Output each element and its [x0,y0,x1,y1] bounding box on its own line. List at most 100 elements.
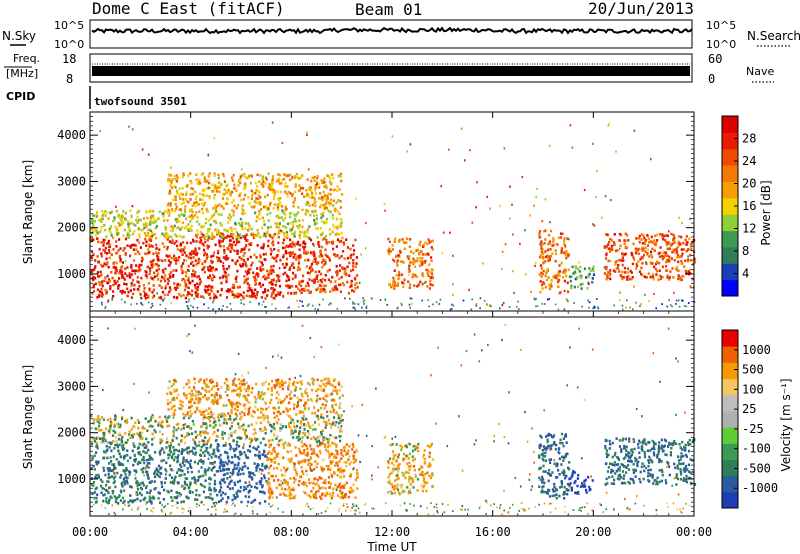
scatter-cell [567,238,570,241]
scatter-cell [189,459,192,463]
scatter-cell [413,457,417,461]
scatter-cell [291,252,294,255]
scatter-cell [392,469,395,473]
scatter-cell [308,478,311,481]
scatter-cell [151,259,154,263]
scatter-cell [559,232,563,235]
scatter-cell [352,302,354,305]
scatter-cell [270,272,273,275]
scatter-cell [211,278,213,281]
scatter-cell [152,252,155,256]
scatter-cell [317,243,320,247]
scatter-cell [133,458,136,462]
scatter-cell [266,269,269,273]
scatter-cell [337,467,341,470]
scatter-cell [423,461,426,464]
scatter-cell [221,308,223,311]
scatter-cell [268,271,271,275]
scatter-cell [346,246,349,249]
scatter-cell [318,450,321,453]
scatter-cell [141,256,144,260]
scatter-cell [648,455,651,459]
scatter-cell [617,467,620,471]
scatter-cell [315,288,319,292]
scatter-cell [187,269,190,272]
scatter-cell [297,287,300,290]
scatter-cell [328,492,331,496]
scatter-cell [420,471,423,475]
scatter-cell [414,473,417,477]
scatter-cell [206,238,209,242]
scatter-cell [218,177,220,180]
scatter-cell [103,456,106,460]
scatter-cell [231,179,234,182]
scatter-cell [561,455,564,459]
scatter-cell [193,252,196,256]
scatter-cell [247,471,251,474]
scatter-cell [240,500,243,504]
scatter-cell [145,501,148,504]
scatter-cell [138,285,141,288]
scatter-cell [125,218,128,222]
scatter-cell [468,288,470,291]
scatter-cell [345,481,348,485]
scatter-cell [648,255,651,258]
scatter-cell [132,248,135,251]
scatter-cell [293,199,296,202]
scatter-cell [668,278,671,281]
scatter-cell [668,443,671,446]
scatter-cell [247,500,250,504]
scatter-cell [203,201,206,205]
scatter-cell [110,270,113,274]
scatter-cell [549,444,552,448]
scatter-cell [276,232,279,235]
scatter-cell [211,233,214,237]
scatter-cell [297,260,301,263]
scatter-cell [245,243,248,247]
scatter-cell [548,283,551,287]
scatter-cell [244,481,247,484]
scatter-cell [552,490,555,493]
scatter-cell [651,262,654,265]
scatter-cell [234,294,238,298]
scatter-cell [167,208,170,212]
scatter-cell [347,449,350,452]
scatter-cell [297,461,301,465]
scatter-cell [106,467,109,470]
scatter-cell [285,262,288,266]
scatter-cell [646,449,649,453]
scatter-cell [647,272,650,275]
scatter-cell [195,178,198,182]
scatter-cell [127,501,130,504]
scatter-cell [244,465,247,468]
scatter-cell [261,179,264,182]
scatter-cell [280,216,283,219]
scatter-cell [283,173,286,176]
scatter-cell [407,273,410,276]
scatter-cell [546,490,550,493]
scatter-cell [106,501,109,504]
scatter-cell [627,275,630,278]
scatter-cell [119,270,122,273]
scatter-cell [214,228,217,231]
scatter-cell [263,195,267,199]
scatter-cell [145,470,148,473]
scatter-cell [90,228,93,231]
scatter-cell [541,256,544,260]
scatter-cell [337,233,341,236]
scatter-cell [328,180,331,184]
scatter-cell [117,502,120,505]
scatter-cell [661,303,663,305]
scatter-cell [284,182,287,185]
scatter-cell [544,250,547,253]
scatter-cell [620,450,623,453]
scatter-cell [207,245,210,248]
scatter-cell [212,502,215,505]
scatter-cell [158,492,161,495]
scatter-cell [192,240,195,243]
scatter-cell [148,243,151,247]
scatter-cell [310,262,314,266]
scatter-cell [398,462,401,466]
scatter-cell [175,471,179,474]
scatter-cell [323,221,326,225]
